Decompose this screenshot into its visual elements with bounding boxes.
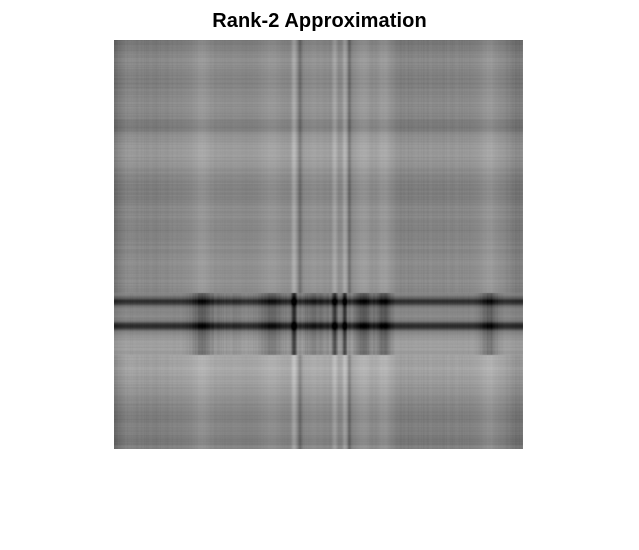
figure-title: Rank-2 Approximation [212,10,427,32]
rank2-approximation-image [114,40,523,449]
grayscale-image-canvas [114,40,523,449]
